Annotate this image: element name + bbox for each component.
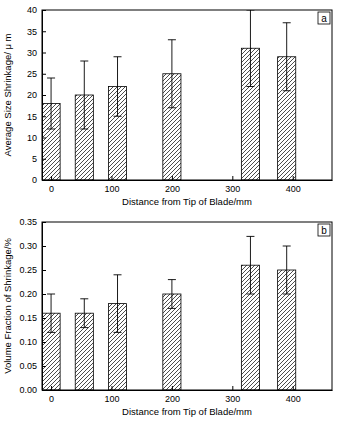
error-bar (114, 57, 122, 117)
tick-mark (42, 390, 46, 391)
axis-line (43, 180, 333, 181)
tick-label: 300 (225, 394, 240, 404)
panel-label-box (318, 12, 330, 24)
plot-frame (42, 222, 332, 390)
panel-label: a (321, 13, 327, 24)
plot-frame (42, 10, 332, 180)
tick-label: 5 (32, 154, 37, 164)
tick-label: 0 (32, 175, 37, 185)
tick-label: 0.20 (19, 289, 37, 299)
tick-label: 0.00 (19, 385, 37, 395)
panel-label: b (321, 225, 327, 236)
error-bar (114, 275, 122, 333)
tick-label: 100 (104, 184, 119, 194)
tick-label: 25 (27, 69, 37, 79)
tick-label: 0.30 (19, 241, 37, 251)
tick-label: 0.25 (19, 265, 37, 275)
y-axis-title: Average Size Shrinkage/ μ m (2, 33, 13, 156)
figure: 0 100 200 300 400 0 5 10 15 20 25 30 35 40 Distance fr… (0, 0, 359, 421)
tick: 0.20 (19, 289, 46, 299)
tick-label: 20 (27, 90, 37, 100)
tick-mark (42, 53, 46, 54)
tick-label: 0.35 (19, 217, 37, 227)
tick-label: 15 (27, 112, 37, 122)
error-bar (246, 10, 254, 87)
tick-mark (42, 180, 46, 181)
tick-mark (232, 176, 233, 180)
error-bar (80, 61, 88, 129)
tick-mark (42, 95, 46, 96)
tick-label: 10 (27, 133, 37, 143)
tick-label: 400 (286, 394, 301, 404)
y-axis-title: Volume Fraction of Shrinkage/% (2, 238, 13, 374)
tick: 40 (27, 5, 46, 15)
error-bar (168, 40, 176, 108)
tick-mark (42, 294, 46, 295)
tick-label: 400 (286, 184, 301, 194)
axis-line (43, 390, 333, 391)
error-bar (246, 236, 254, 294)
error-bar (283, 246, 291, 294)
tick: 25 (27, 69, 46, 79)
tick-mark (42, 222, 46, 223)
marks (42, 10, 296, 180)
tick-mark (42, 10, 46, 11)
tick-label: 200 (165, 184, 180, 194)
tick-mark (42, 246, 46, 247)
error-bar (80, 299, 88, 328)
tick-label: 0.10 (19, 337, 37, 347)
tick-mark (42, 270, 46, 271)
tick: 300 (225, 176, 240, 194)
tick-label: 0.15 (19, 313, 37, 323)
x-axis-title: Distance from Tip of Blade/mm (122, 406, 252, 417)
tick: 300 (225, 386, 240, 404)
tick-mark (42, 31, 46, 32)
chart-1: 0 100 200 300 400 0.00 0.05 0.10 0.15 0.20 0.25 0.3… (2, 217, 333, 417)
tick-label: 0 (49, 394, 54, 404)
tick-label: 0 (49, 184, 54, 194)
tick-label: 35 (27, 27, 37, 37)
tick-label: 40 (27, 5, 37, 15)
error-bar (47, 78, 55, 129)
tick: 0.35 (19, 217, 46, 227)
tick-label: 200 (165, 394, 180, 404)
tick: 20 (27, 90, 46, 100)
panel-label-box (318, 224, 330, 236)
tick: 35 (27, 27, 46, 37)
error-bar (47, 294, 55, 332)
tick-mark (42, 74, 46, 75)
tick-mark (232, 386, 233, 390)
tick-label: 300 (225, 184, 240, 194)
tick: 0.30 (19, 241, 46, 251)
tick: 30 (27, 48, 46, 58)
error-bar (168, 280, 176, 309)
chart-0: 0 100 200 300 400 0 5 10 15 20 25 30 35 40 Distance fr… (2, 5, 333, 207)
tick-label: 0.05 (19, 361, 37, 371)
marks (42, 236, 296, 390)
error-bar (283, 23, 291, 91)
x-axis-title: Distance from Tip of Blade/mm (122, 196, 252, 207)
tick-label: 100 (104, 394, 119, 404)
tick-label: 30 (27, 48, 37, 58)
tick: 0.25 (19, 265, 46, 275)
